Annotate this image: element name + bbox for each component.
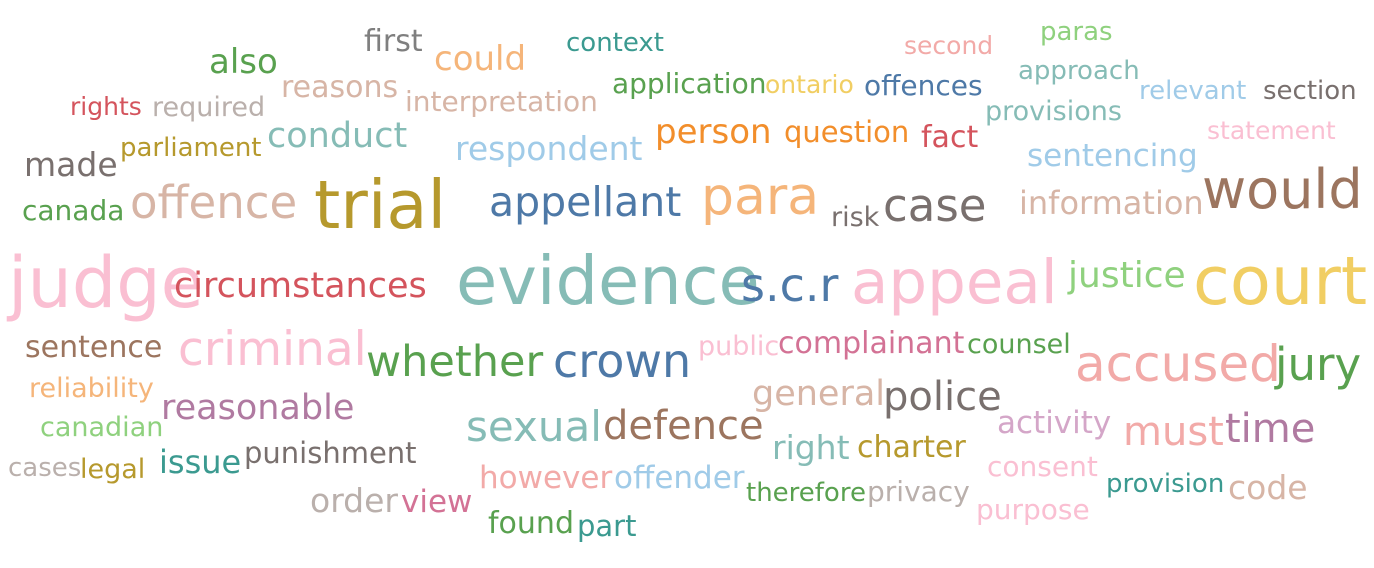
word-therefore: therefore [746,478,866,508]
word-judge: judge [8,242,204,324]
word-offences: offences [864,69,983,102]
word-rights: rights [70,92,142,121]
word-crown: crown [553,334,692,388]
word-sexual: sexual [466,402,602,451]
word-public: public [698,331,780,362]
word-view: view [401,484,473,520]
word-interpretation: interpretation [405,85,598,118]
word-context: context [566,28,664,58]
word-approach: approach [1018,56,1140,86]
word-counsel: counsel [967,329,1071,360]
word-found: found [488,506,574,541]
word-reasons: reasons [281,70,399,105]
word-whether: whether [366,337,544,387]
word-statement: statement [1207,116,1336,145]
word-offence: offence [130,176,298,229]
word-cases: cases [8,453,82,483]
word-case: case [883,179,987,232]
word-first: first [364,24,423,59]
word-person: person [655,112,772,152]
word-criminal: criminal [178,322,367,377]
word-provision: provision [1106,469,1225,499]
word-canada: canada [22,194,125,227]
word-parliament: parliament [120,133,262,163]
word-court: court [1193,242,1368,320]
word-accused: accused [1075,335,1281,393]
word-complainant: complainant [778,326,965,361]
word-paras: paras [1040,17,1113,47]
word-must: must [1123,409,1224,455]
word-information: information [1019,184,1204,222]
word-charter: charter [857,430,966,465]
word-required: required [152,92,266,123]
word-fact: fact [921,120,979,155]
word-code: code [1228,468,1308,507]
word-general: general [752,374,886,414]
word-reasonable: reasonable [161,388,355,428]
word-jury: jury [1275,338,1362,391]
word-canadian: canadian [40,412,164,443]
word-section: section [1263,76,1357,106]
word-circumstances: circumstances [174,266,427,306]
word-offender: offender [614,460,745,496]
word-sentencing: sentencing [1027,138,1198,174]
word-trial: trial [314,166,447,244]
word-defence: defence [603,403,764,449]
word-order: order [310,481,398,520]
word-appellant: appellant [489,178,682,226]
word-could: could [434,39,527,79]
word-justice: justice [1068,255,1186,296]
word-second: second [904,31,994,60]
word-purpose: purpose [976,493,1090,526]
word-legal: legal [80,454,146,485]
word-activity: activity [997,405,1112,441]
word-respondent: respondent [455,129,643,168]
word-relevant: relevant [1139,76,1247,106]
word-risk: risk [831,202,880,233]
word-would: would [1202,158,1363,221]
word-para: para [701,167,820,227]
word-also: also [209,42,278,82]
word-made: made [24,145,118,184]
word-scr: s.c.r [741,258,839,312]
word-punishment: punishment [244,436,417,470]
word-time: time [1225,406,1316,452]
word-part: part [577,509,637,543]
word-right: right [772,428,850,467]
word-ontario: ontario [765,70,854,99]
word-conduct: conduct [267,116,408,156]
word-privacy: privacy [867,475,970,508]
word-evidence: evidence [456,242,760,320]
word-police: police [883,374,1002,420]
word-sentence: sentence [25,330,163,365]
word-issue: issue [159,443,242,481]
word-however: however [479,460,613,496]
word-provisions: provisions [985,96,1122,127]
word-reliability: reliability [29,373,154,404]
word-question: question [784,115,910,149]
word-consent: consent [987,450,1098,483]
word-application: application [612,67,767,100]
word-appeal: appeal [851,247,1058,318]
